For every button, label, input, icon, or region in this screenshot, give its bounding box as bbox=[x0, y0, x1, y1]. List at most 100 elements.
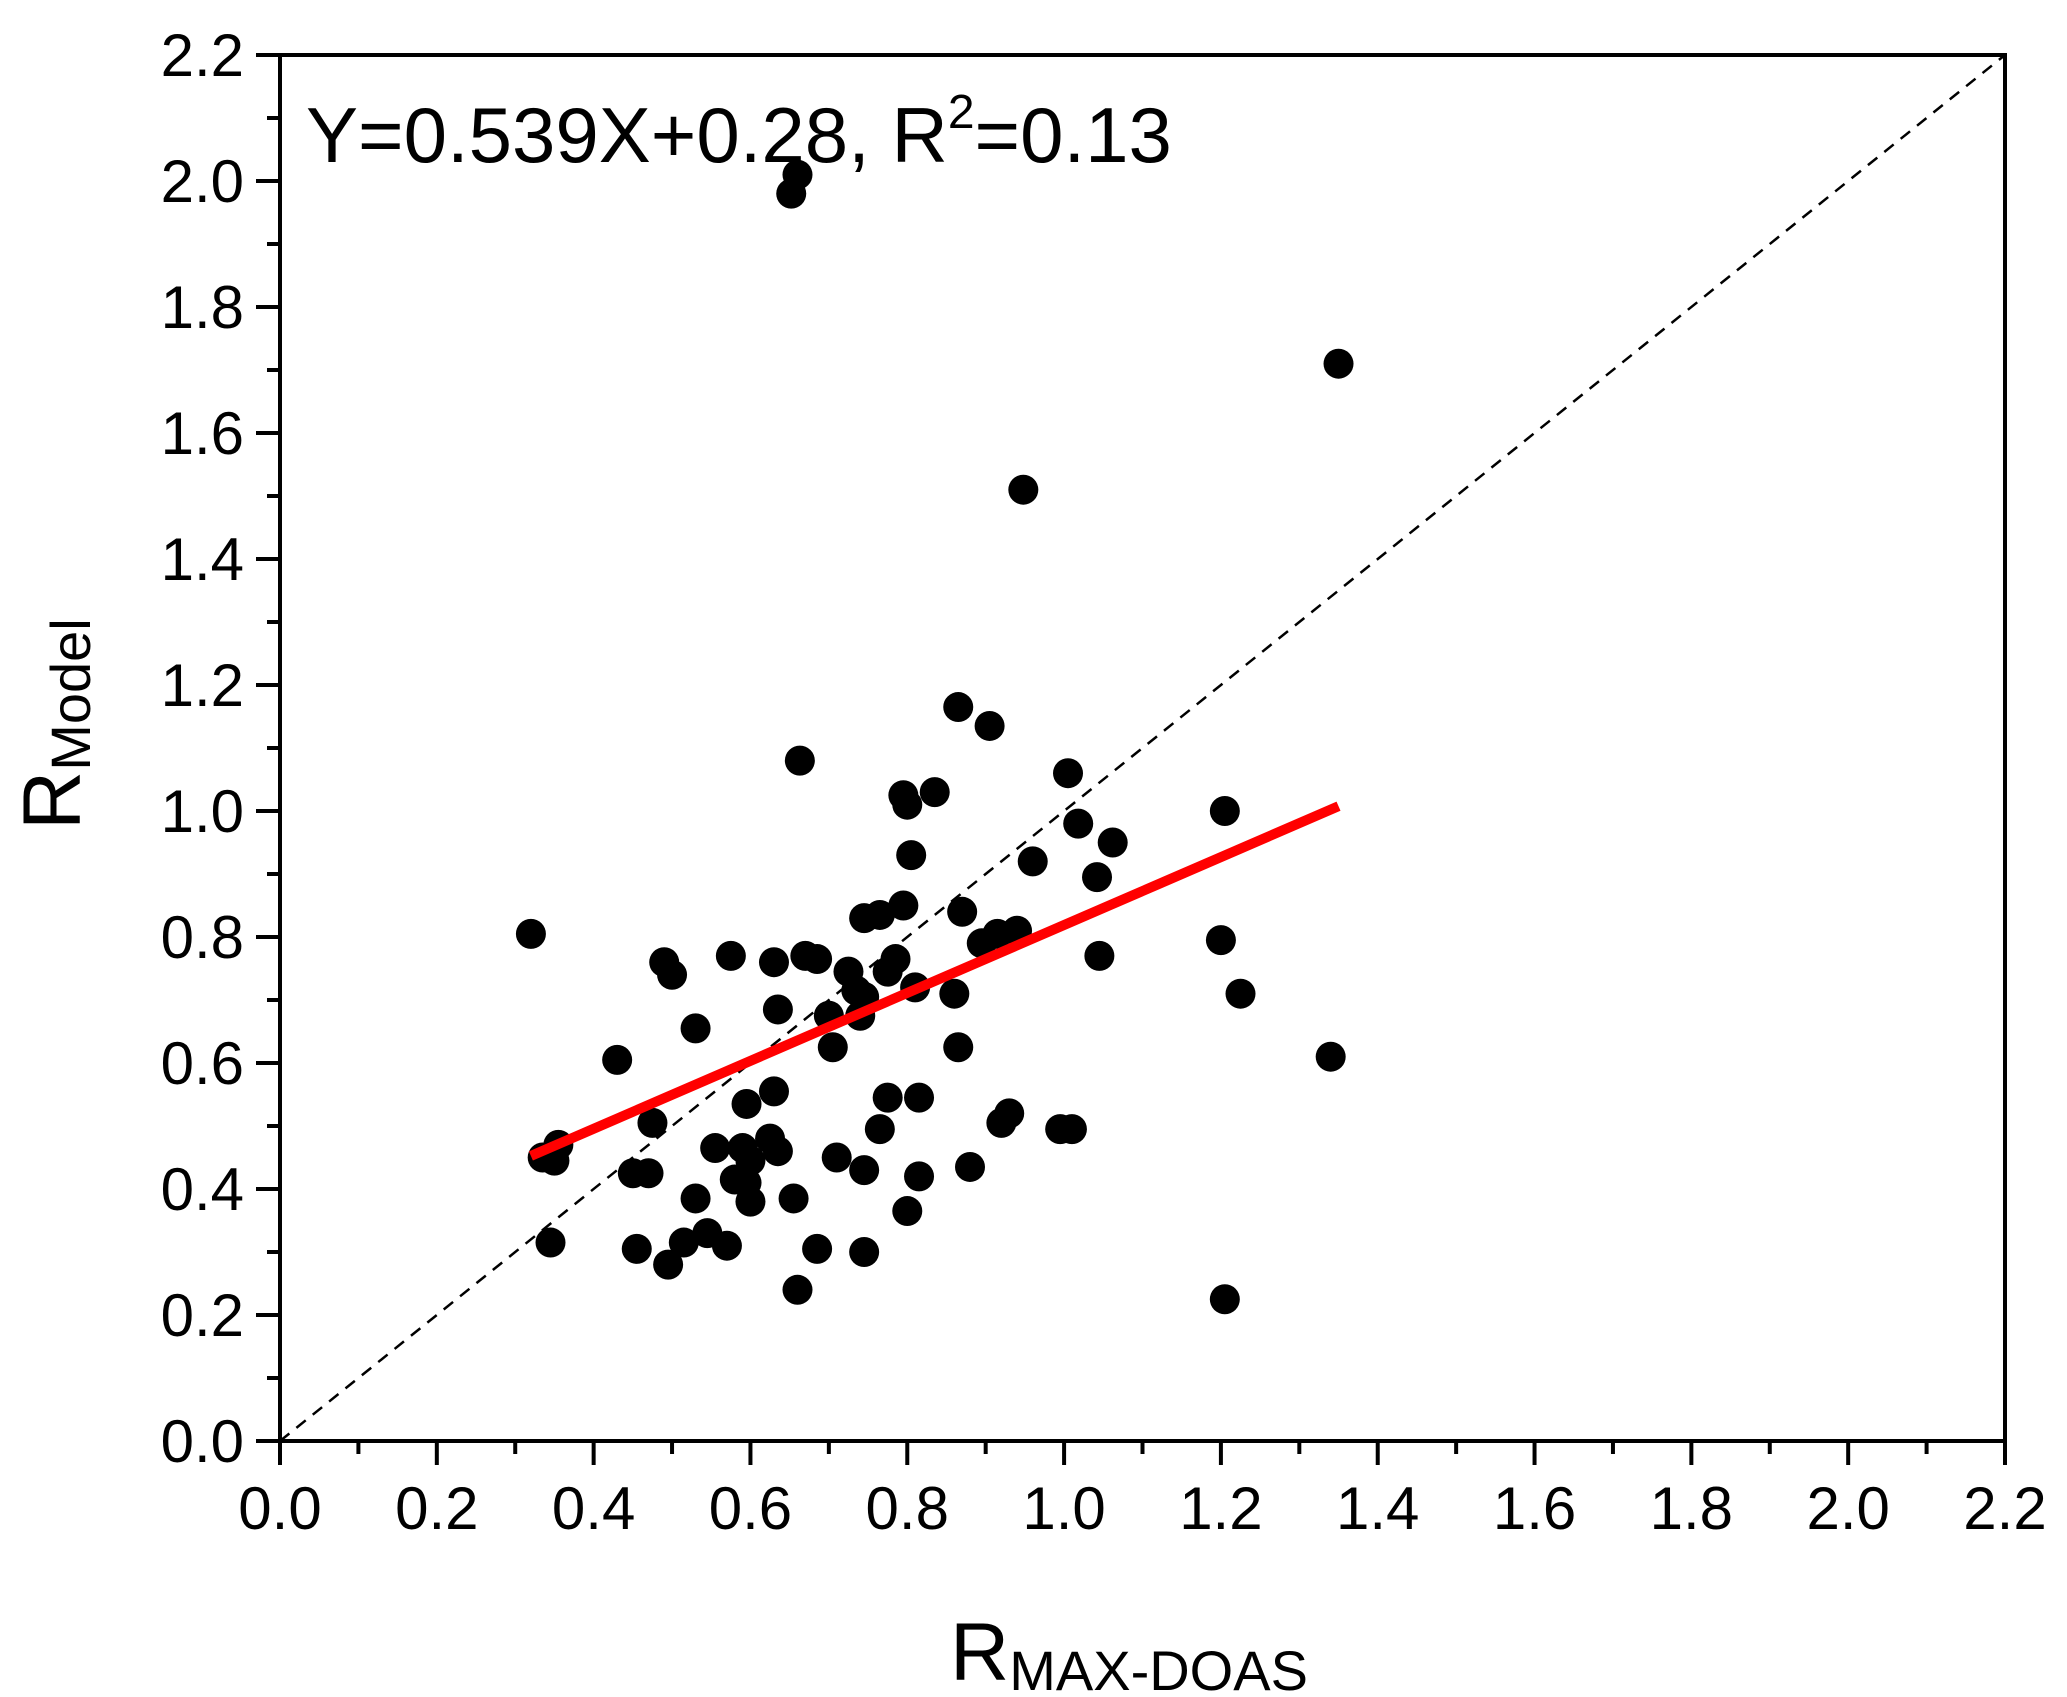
y-tick-label: 2.0 bbox=[161, 148, 244, 215]
identity-line bbox=[280, 55, 2005, 1441]
data-point bbox=[947, 896, 978, 927]
data-point bbox=[864, 1114, 895, 1145]
data-point bbox=[602, 1044, 633, 1075]
data-point bbox=[849, 1155, 880, 1186]
y-axis-title-subscript: Model bbox=[39, 618, 102, 771]
data-point bbox=[711, 1230, 742, 1261]
fit-line bbox=[528, 801, 1341, 1161]
y-tick-label: 1.0 bbox=[161, 778, 244, 845]
data-point bbox=[1082, 862, 1113, 893]
data-point bbox=[1225, 978, 1256, 1009]
data-point bbox=[680, 1013, 711, 1044]
x-axis-title-main: R bbox=[950, 1607, 1009, 1697]
data-point bbox=[802, 944, 833, 975]
y-tick-label: 2.2 bbox=[161, 22, 244, 89]
data-point bbox=[841, 975, 872, 1006]
x-tick-label: 1.2 bbox=[1179, 1475, 1262, 1542]
y-axis-title: RModel bbox=[7, 618, 102, 830]
y-tick-label: 1.8 bbox=[161, 274, 244, 341]
data-point bbox=[758, 947, 789, 978]
annotation-superscript: 2 bbox=[948, 86, 975, 139]
x-tick-label: 1.6 bbox=[1493, 1475, 1576, 1542]
data-point bbox=[784, 745, 815, 776]
data-point bbox=[888, 890, 919, 921]
data-point bbox=[1097, 827, 1128, 858]
data-point bbox=[966, 928, 997, 959]
y-tick-label: 0.4 bbox=[161, 1156, 244, 1223]
data-point bbox=[1209, 1284, 1240, 1315]
data-point bbox=[657, 959, 688, 990]
data-point bbox=[974, 710, 1005, 741]
data-point bbox=[621, 1233, 652, 1264]
data-point bbox=[535, 1227, 566, 1258]
data-point bbox=[778, 1183, 809, 1214]
y-tick-label: 0.2 bbox=[161, 1282, 244, 1349]
data-point bbox=[1084, 940, 1115, 971]
data-point bbox=[1323, 348, 1354, 379]
data-point bbox=[1017, 846, 1048, 877]
data-point bbox=[817, 1032, 848, 1063]
data-point bbox=[892, 1196, 923, 1227]
data-point bbox=[731, 1088, 762, 1119]
data-point bbox=[1063, 808, 1094, 839]
data-point bbox=[802, 1233, 833, 1264]
data-point bbox=[758, 1076, 789, 1107]
data-point bbox=[896, 840, 927, 871]
data-point bbox=[668, 1227, 699, 1258]
data-point bbox=[939, 978, 970, 1009]
data-point bbox=[892, 789, 923, 820]
x-tick-label: 0.0 bbox=[238, 1475, 321, 1542]
y-tick-label: 1.4 bbox=[161, 526, 244, 593]
x-tick-label: 0.8 bbox=[866, 1475, 949, 1542]
data-point bbox=[762, 1136, 793, 1167]
data-point bbox=[782, 159, 813, 190]
data-point bbox=[955, 1151, 985, 1182]
y-tick-label: 0.8 bbox=[161, 904, 244, 971]
data-point bbox=[680, 1183, 711, 1214]
data-point bbox=[904, 1161, 935, 1192]
data-point bbox=[919, 777, 950, 808]
data-point bbox=[864, 899, 895, 930]
data-point bbox=[849, 1237, 880, 1267]
data-point bbox=[1205, 925, 1236, 956]
y-axis-title-main: R bbox=[7, 771, 98, 830]
x-tick-label: 0.4 bbox=[552, 1475, 635, 1542]
data-point bbox=[515, 918, 546, 949]
y-tick-label: 1.6 bbox=[161, 400, 244, 467]
x-axis-title: RMAX-DOAS bbox=[950, 1607, 1308, 1697]
data-point bbox=[715, 940, 746, 971]
y-tick-label: 1.2 bbox=[161, 652, 244, 719]
x-tick-label: 1.4 bbox=[1336, 1475, 1419, 1542]
data-point bbox=[1209, 796, 1240, 826]
data-point bbox=[904, 1082, 935, 1113]
data-point bbox=[1315, 1041, 1346, 1072]
data-point bbox=[735, 1186, 766, 1217]
x-tick-label: 1.8 bbox=[1650, 1475, 1733, 1542]
data-point bbox=[700, 1133, 731, 1164]
data-point bbox=[872, 1082, 903, 1113]
data-point bbox=[633, 1158, 664, 1189]
data-point bbox=[637, 1107, 668, 1138]
x-tick-label: 1.0 bbox=[1022, 1475, 1105, 1542]
annotation-lead: Y=0.539X+0.28, R bbox=[306, 91, 948, 179]
data-point bbox=[762, 994, 793, 1025]
data-point bbox=[986, 1107, 1017, 1138]
data-point bbox=[943, 692, 974, 723]
y-tick-label: 0.0 bbox=[161, 1408, 244, 1475]
data-point bbox=[1053, 758, 1084, 789]
y-tick-label: 0.6 bbox=[161, 1030, 244, 1097]
data-point bbox=[653, 1249, 684, 1280]
data-point bbox=[782, 1274, 813, 1305]
data-point bbox=[1056, 1114, 1087, 1145]
data-point bbox=[1008, 474, 1039, 505]
data-point bbox=[872, 956, 903, 987]
x-tick-label: 2.2 bbox=[1963, 1475, 2046, 1542]
x-tick-label: 0.2 bbox=[395, 1475, 478, 1542]
x-axis-title-subscript: MAX-DOAS bbox=[1009, 1639, 1308, 1697]
x-tick-label: 0.6 bbox=[709, 1475, 792, 1542]
regression-annotation: Y=0.539X+0.28, R2=0.13 bbox=[306, 86, 1172, 179]
data-point bbox=[943, 1032, 974, 1063]
x-tick-label: 2.0 bbox=[1806, 1475, 1889, 1542]
data-point bbox=[821, 1142, 852, 1173]
